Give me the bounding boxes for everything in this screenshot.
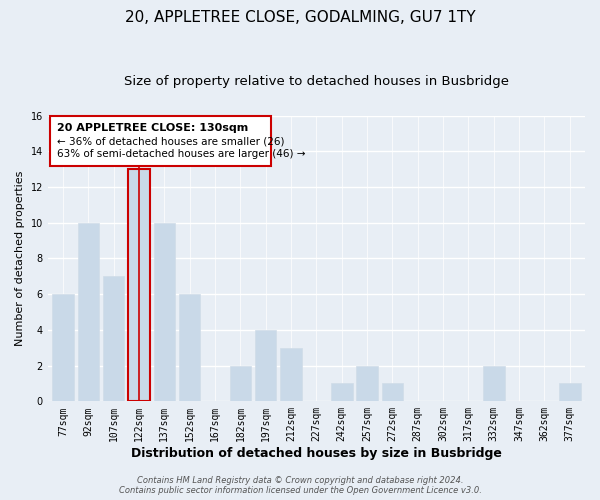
- Text: 20 APPLETREE CLOSE: 130sqm: 20 APPLETREE CLOSE: 130sqm: [56, 122, 248, 132]
- Bar: [356, 366, 378, 402]
- Bar: [483, 366, 505, 402]
- Text: Contains HM Land Registry data © Crown copyright and database right 2024.
Contai: Contains HM Land Registry data © Crown c…: [119, 476, 481, 495]
- Y-axis label: Number of detached properties: Number of detached properties: [15, 171, 25, 346]
- Text: 63% of semi-detached houses are larger (46) →: 63% of semi-detached houses are larger (…: [56, 150, 305, 160]
- Bar: [230, 366, 251, 402]
- Bar: [103, 276, 124, 402]
- Bar: [179, 294, 200, 402]
- X-axis label: Distribution of detached houses by size in Busbridge: Distribution of detached houses by size …: [131, 447, 502, 460]
- FancyBboxPatch shape: [50, 116, 271, 166]
- Bar: [331, 384, 353, 402]
- Bar: [52, 294, 74, 402]
- Text: ← 36% of detached houses are smaller (26): ← 36% of detached houses are smaller (26…: [56, 136, 284, 146]
- Bar: [255, 330, 277, 402]
- Bar: [154, 222, 175, 402]
- Bar: [77, 222, 99, 402]
- Title: Size of property relative to detached houses in Busbridge: Size of property relative to detached ho…: [124, 75, 509, 88]
- Bar: [280, 348, 302, 402]
- Text: 20, APPLETREE CLOSE, GODALMING, GU7 1TY: 20, APPLETREE CLOSE, GODALMING, GU7 1TY: [125, 10, 475, 25]
- Bar: [559, 384, 581, 402]
- Bar: [128, 169, 150, 402]
- Bar: [382, 384, 403, 402]
